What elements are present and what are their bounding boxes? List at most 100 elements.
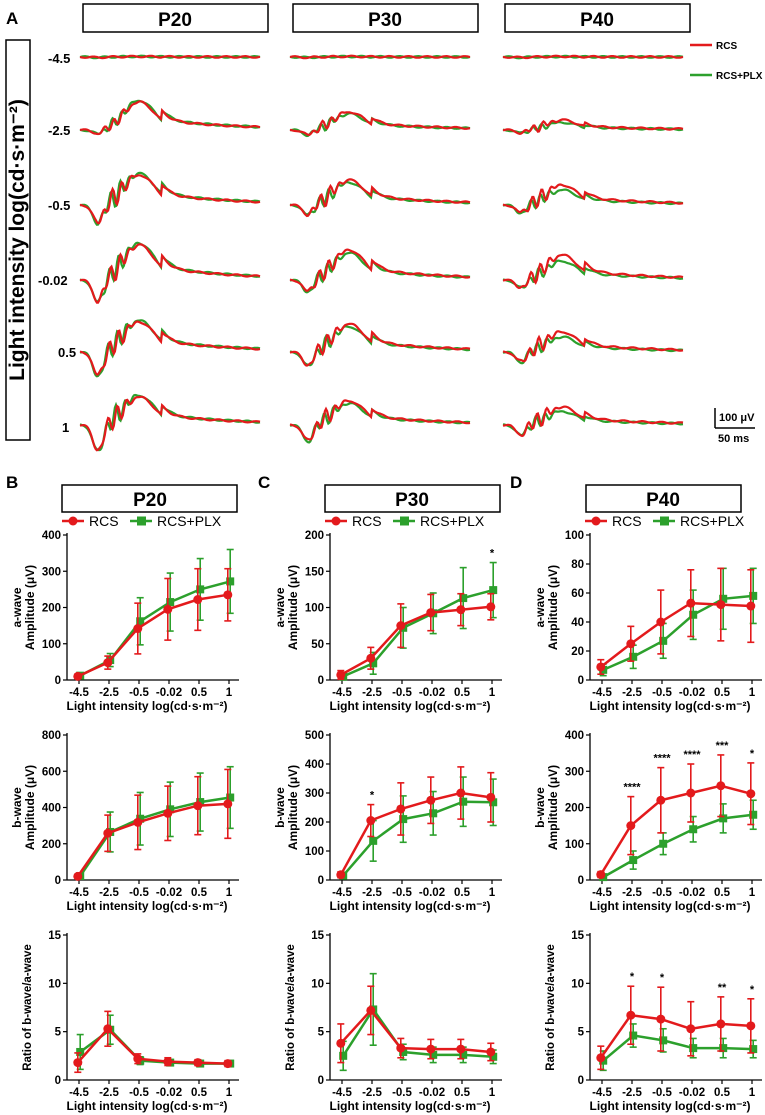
data-point-rcs bbox=[396, 1043, 406, 1053]
x-tick-label: 1 bbox=[226, 687, 233, 699]
data-point-rcs bbox=[366, 653, 376, 663]
y-axis-label: b-wave bbox=[10, 787, 24, 828]
traces-legend: RCS RCS+PLX bbox=[690, 41, 763, 82]
trace-rcs bbox=[502, 118, 684, 136]
x-tick-label: -0.5 bbox=[392, 887, 412, 899]
column-title-p40: P40 bbox=[580, 10, 614, 31]
y-tick-label: 15 bbox=[48, 930, 61, 942]
legend-rcs: RCS bbox=[716, 41, 737, 52]
column-title-p20: P20 bbox=[158, 10, 192, 31]
y-tick-label: 400 bbox=[305, 759, 324, 771]
y-tick-label: 300 bbox=[42, 566, 61, 578]
data-point-rcs-plx bbox=[166, 598, 175, 607]
data-point-rcs bbox=[133, 817, 143, 827]
x-tick-label: -4.5 bbox=[332, 687, 352, 699]
legend-label-rcs-plx: RCS+PLX bbox=[420, 513, 485, 529]
data-point-rcs bbox=[656, 617, 666, 627]
data-point-rcs bbox=[336, 870, 346, 880]
data-point-rcs bbox=[163, 1057, 173, 1067]
data-point-rcs bbox=[746, 1021, 756, 1031]
legend-label-rcs: RCS bbox=[612, 513, 642, 529]
panel-c-label: C bbox=[258, 473, 270, 492]
data-point-rcs bbox=[223, 799, 233, 809]
data-point-rcs-plx bbox=[689, 825, 698, 834]
x-tick-label: -0.5 bbox=[392, 1087, 412, 1099]
x-tick-label: 0.5 bbox=[714, 887, 731, 899]
scale-amplitude: 100 μV bbox=[719, 412, 755, 424]
data-point-rcs bbox=[456, 605, 466, 615]
x-tick-label: -0.02 bbox=[679, 887, 705, 899]
significance-label: * bbox=[630, 971, 635, 983]
data-point-rcs-plx bbox=[459, 797, 468, 806]
data-point-rcs bbox=[133, 1054, 143, 1064]
y-tick-label: 10 bbox=[571, 978, 584, 990]
y-tick-label: 0 bbox=[55, 1075, 61, 1087]
y-tick-label: 5 bbox=[55, 1027, 62, 1039]
x-tick-label: 0.5 bbox=[714, 687, 731, 699]
data-point-rcs-plx bbox=[749, 591, 758, 600]
x-tick-label: 0.5 bbox=[454, 887, 471, 899]
data-point-rcs-plx bbox=[659, 1036, 668, 1045]
x-tick-label: 0.5 bbox=[191, 887, 208, 899]
x-tick-label: -4.5 bbox=[592, 887, 612, 899]
intensity-label: -0.02 bbox=[38, 273, 68, 288]
y-tick-label: 100 bbox=[305, 603, 324, 615]
data-point-rcs-plx bbox=[339, 1051, 348, 1060]
significance-label: **** bbox=[653, 753, 671, 765]
data-point-rcs bbox=[626, 821, 636, 831]
x-tick-label: -2.5 bbox=[362, 887, 382, 899]
data-point-rcs-plx bbox=[136, 617, 145, 626]
legend-marker-rcs-plx bbox=[660, 516, 669, 526]
y-tick-label: 0 bbox=[578, 675, 584, 687]
chart-B1: 0 100 200 300 400 -4.5 -2.5 -0.5 -0.02 0.5 1Light … bbox=[10, 513, 239, 713]
y-tick-label: 0 bbox=[55, 875, 61, 887]
y-tick-label: 5 bbox=[318, 1027, 325, 1039]
series-line-rcs bbox=[600, 601, 751, 668]
x-axis-label: Light intensity log(cd·s·m⁻²) bbox=[330, 899, 491, 913]
data-point-rcs bbox=[193, 801, 203, 811]
y-axis-label: Amplitude (μV) bbox=[546, 565, 560, 650]
y-tick-label: 0 bbox=[318, 875, 324, 887]
y-axis-label: Ratio of b-wave/a-wave bbox=[545, 944, 557, 1071]
data-point-rcs bbox=[193, 595, 203, 605]
x-tick-label: -4.5 bbox=[332, 1087, 352, 1099]
panel-a-y-label: Light intensity log(cd·s·m⁻²) bbox=[6, 99, 29, 381]
series-line-rcs bbox=[340, 605, 491, 676]
y-tick-label: 400 bbox=[565, 730, 584, 742]
significance-label: * bbox=[660, 972, 665, 984]
x-axis-label: Light intensity log(cd·s·m⁻²) bbox=[67, 699, 228, 713]
data-point-rcs bbox=[596, 870, 606, 880]
y-tick-label: 500 bbox=[305, 730, 324, 742]
significance-label: * bbox=[490, 548, 495, 560]
trace-rcs bbox=[289, 322, 471, 367]
scale-time: 50 ms bbox=[718, 433, 749, 445]
data-point-rcs bbox=[133, 624, 143, 634]
y-axis-label: a-wave bbox=[273, 587, 287, 627]
y-tick-label: 10 bbox=[48, 978, 61, 990]
data-point-rcs-plx bbox=[659, 636, 668, 645]
data-point-rcs bbox=[73, 871, 83, 881]
x-tick-label: -4.5 bbox=[69, 687, 89, 699]
y-tick-label: 100 bbox=[565, 530, 584, 542]
legend-marker-rcs bbox=[68, 516, 78, 526]
data-point-rcs bbox=[746, 601, 756, 611]
panel-c-title: P30 bbox=[395, 490, 429, 511]
x-axis-label: Light intensity log(cd·s·m⁻²) bbox=[67, 1099, 228, 1113]
significance-label: **** bbox=[623, 782, 641, 794]
data-point-rcs-plx bbox=[489, 798, 498, 807]
significance-label: **** bbox=[683, 749, 701, 761]
y-axis-label: a-wave bbox=[10, 587, 24, 627]
y-axis-label: Amplitude (μV) bbox=[23, 765, 37, 850]
y-tick-label: 0 bbox=[55, 675, 61, 687]
data-point-rcs bbox=[686, 788, 696, 798]
x-tick-label: -0.5 bbox=[392, 687, 412, 699]
data-point-rcs-plx bbox=[719, 814, 728, 823]
y-tick-label: 200 bbox=[42, 839, 61, 851]
data-point-rcs bbox=[596, 662, 606, 672]
x-tick-label: 1 bbox=[489, 1087, 496, 1099]
chart-D2: 0 100 200 300 400 -4.5 -2.5 -0.5 -0.02 0.5 1Light … bbox=[533, 730, 762, 913]
intensity-labels: -4.5 -2.5 -0.5 -0.02 0.5 1 bbox=[38, 51, 76, 435]
y-tick-label: 300 bbox=[565, 766, 584, 778]
x-axis-label: Light intensity log(cd·s·m⁻²) bbox=[330, 699, 491, 713]
